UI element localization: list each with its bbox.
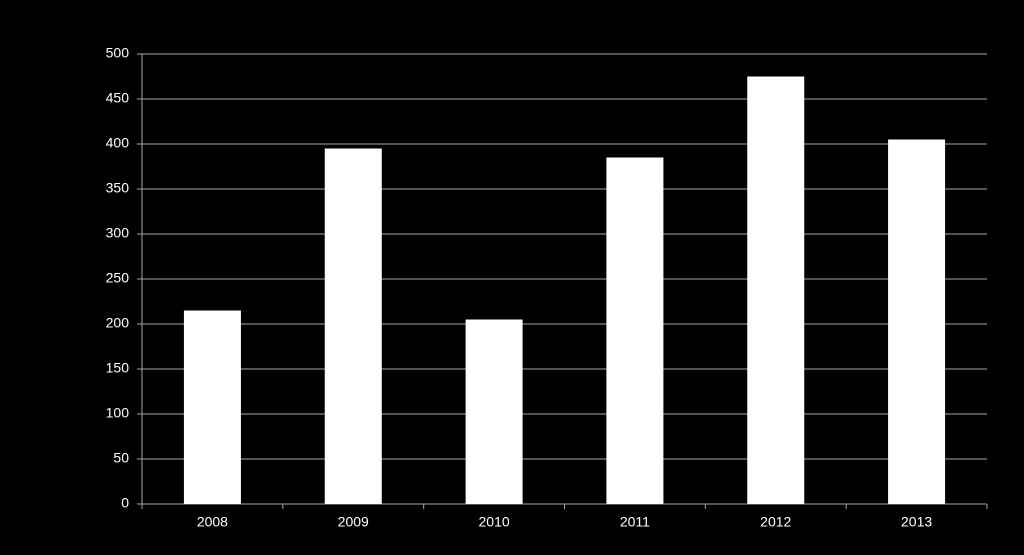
x-tick-label: 2011 bbox=[620, 514, 650, 530]
bar bbox=[465, 319, 523, 504]
y-tick-label: 100 bbox=[106, 405, 130, 421]
y-tick-label: 150 bbox=[106, 360, 130, 376]
y-tick-label: 250 bbox=[106, 270, 130, 286]
bar bbox=[324, 148, 382, 504]
x-tick-label: 2009 bbox=[338, 514, 369, 530]
y-tick-label: 500 bbox=[106, 45, 130, 61]
bar bbox=[747, 76, 805, 504]
y-tick-label: 0 bbox=[121, 495, 129, 511]
y-tick-label: 400 bbox=[106, 135, 130, 151]
bar bbox=[606, 157, 664, 504]
y-tick-label: 200 bbox=[106, 315, 130, 331]
y-tick-label: 50 bbox=[113, 450, 129, 466]
x-tick-label: 2012 bbox=[760, 514, 791, 530]
y-tick-label: 450 bbox=[106, 90, 130, 106]
x-tick-label: 2013 bbox=[901, 514, 932, 530]
x-tick-label: 2008 bbox=[197, 514, 228, 530]
y-tick-label: 350 bbox=[106, 180, 130, 196]
y-tick-label: 300 bbox=[106, 225, 130, 241]
bar bbox=[888, 139, 946, 504]
bar bbox=[183, 310, 241, 504]
x-tick-label: 2010 bbox=[479, 514, 510, 530]
